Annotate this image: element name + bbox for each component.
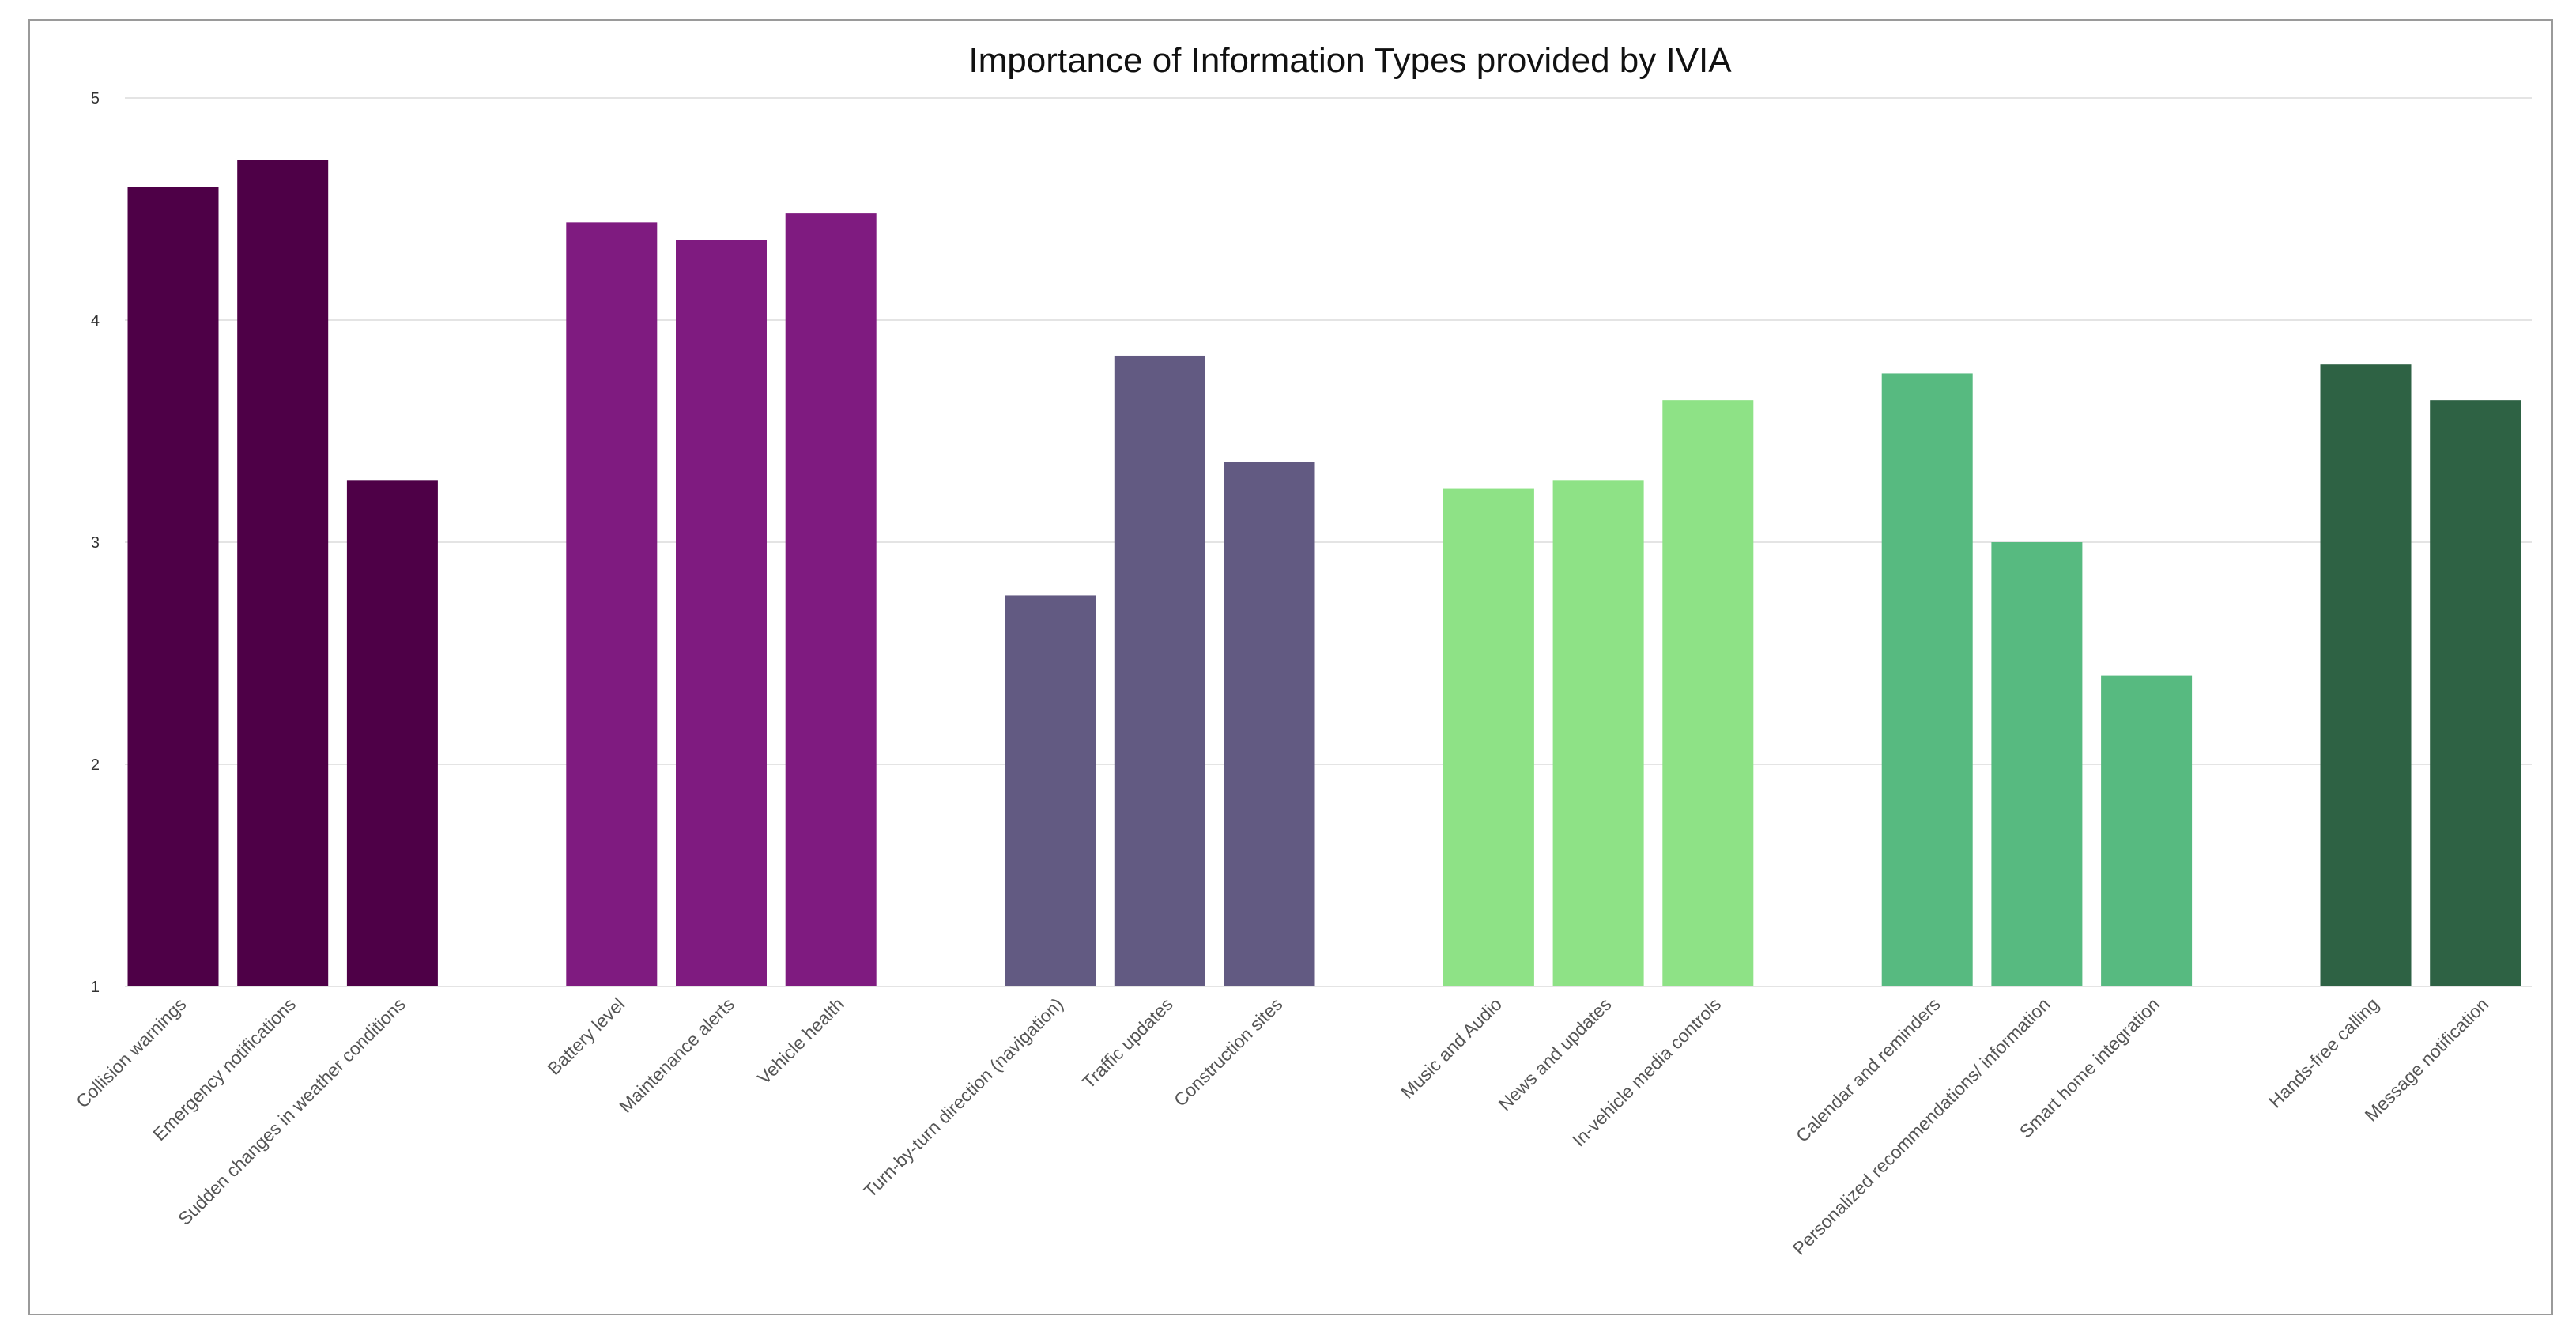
- x-tick-label: Construction sites: [1170, 994, 1287, 1111]
- bar-vehicle-health: [785, 213, 877, 986]
- x-tick-label: Sudden changes in weather conditions: [174, 994, 409, 1229]
- x-tick-label: Message notification: [2361, 994, 2493, 1126]
- bar-construction-sites: [1224, 462, 1315, 986]
- bar-collision-warnings: [127, 187, 219, 986]
- bar-sudden-changes-in-weather-conditions: [346, 480, 438, 986]
- bar-music-and-audio: [1443, 488, 1534, 986]
- y-tick-label: 2: [91, 756, 100, 774]
- x-tick-label: Turn-by-turn direction (navigation): [859, 994, 1067, 1201]
- chart-frame: Importance of Information Types provided…: [28, 19, 2553, 1315]
- bar-calendar-and-reminders: [1881, 373, 1973, 986]
- y-axis-labels: 1 2 3 4 5: [91, 90, 100, 996]
- x-tick-label: Traffic updates: [1078, 994, 1177, 1092]
- bar-hands-free-calling: [2320, 364, 2412, 986]
- bar-smart-home-integration: [2101, 675, 2193, 986]
- x-tick-label: Hands-free calling: [2265, 994, 2382, 1111]
- bar-emergency-notifications: [237, 160, 329, 987]
- bar-chart: Importance of Information Types provided…: [72, 41, 2532, 1259]
- bar-personalized-recommendations-information: [1991, 542, 2083, 986]
- bar-maintenance-alerts: [676, 240, 767, 987]
- x-tick-label: Music and Audio: [1397, 994, 1506, 1103]
- y-tick-label: 5: [91, 90, 100, 107]
- y-tick-label: 4: [91, 312, 100, 330]
- x-tick-label: Maintenance alerts: [615, 994, 738, 1117]
- x-tick-label: Vehicle health: [753, 994, 848, 1088]
- bar-layer: [127, 160, 2521, 987]
- x-tick-label: Battery level: [543, 994, 628, 1079]
- bar-battery-level: [566, 222, 658, 986]
- bar-turn-by-turn-direction-navigation: [1005, 595, 1096, 986]
- bar-message-notification: [2430, 400, 2521, 986]
- x-tick-label: News and updates: [1495, 994, 1616, 1115]
- x-tick-label: Collision warnings: [72, 994, 190, 1111]
- bar-traffic-updates: [1114, 355, 1205, 987]
- y-tick-label: 1: [91, 979, 100, 996]
- bar-in-vehicle-media-controls: [1662, 400, 1754, 986]
- x-tick-label: Personalized recommendations/ informatio…: [1789, 994, 2054, 1259]
- y-tick-label: 3: [91, 534, 100, 552]
- chart-title: Importance of Information Types provided…: [968, 41, 1732, 80]
- bar-news-and-updates: [1552, 480, 1644, 986]
